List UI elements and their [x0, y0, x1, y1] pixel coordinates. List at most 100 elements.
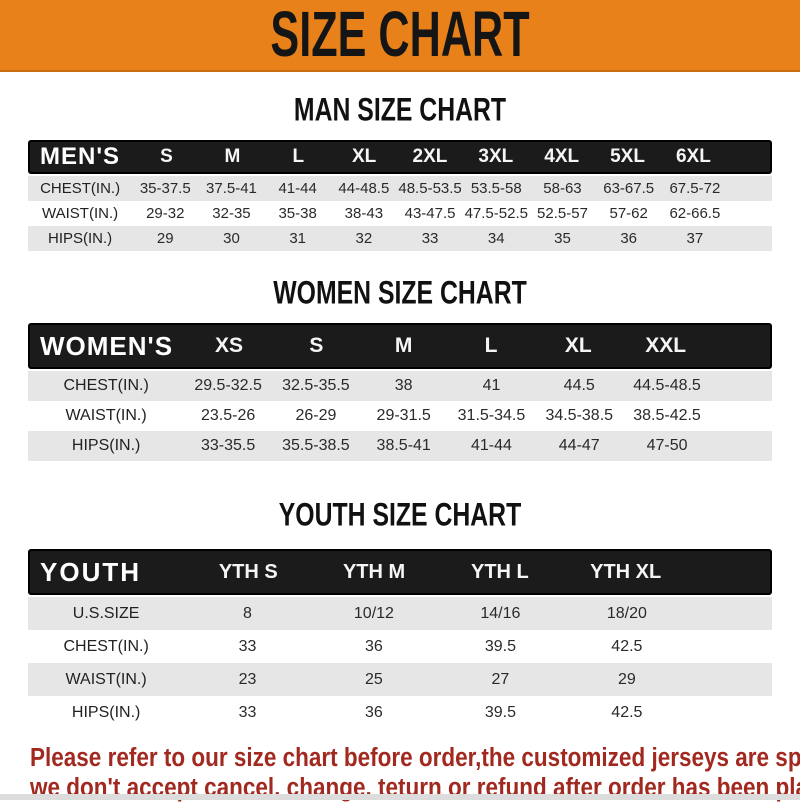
size-value: 30: [223, 230, 240, 247]
size-value: 36: [365, 637, 383, 655]
size-value: 34.5-38.5: [545, 407, 614, 424]
table-row: WAIST(IN.) 29-32 32-35 35-38 38-43 43-47.5 47.…: [28, 201, 772, 226]
section-title: MAN SIZE CHART: [293, 91, 507, 128]
table-header-label: MEN'S: [40, 143, 121, 170]
size-table: WOMEN'S XS S M L XL XXL CHEST(IN.) 29.5-32.5 32.…: [28, 323, 772, 461]
size-value: 44.5: [563, 377, 595, 394]
table-row: CHEST(IN.) 33 36 39.5 42.5: [28, 630, 772, 663]
size-value: 38.5-42.5: [633, 407, 701, 424]
size-value: 37.5-41: [206, 180, 257, 197]
size-value: 26-29: [295, 407, 337, 424]
size-value: 47.5-52.5: [464, 205, 528, 222]
size-value: 43-47.5: [404, 205, 456, 222]
size-table-section: YOUTH SIZE CHART YOUTH YTH S YTH M YTH L YTH…: [0, 496, 800, 729]
size-value: 18/20: [606, 604, 647, 622]
size-value: 39.5: [484, 637, 516, 655]
size-value: 38-43: [344, 205, 384, 222]
size-value: 32.5-35.5: [282, 377, 350, 394]
section-title: YOUTH SIZE CHART: [278, 496, 522, 533]
table-row: HIPS(IN.) 33 36 39.5 42.5: [28, 696, 772, 729]
size-value: 33: [238, 637, 257, 655]
footer-notice: Please refer to our size chart before or…: [30, 743, 800, 803]
size-value: 67.5-72: [669, 180, 721, 197]
column-header: M: [394, 334, 413, 357]
table-row: HIPS(IN.) 29 30 31 32 33 34 35 36 37: [28, 226, 772, 251]
column-header: XL: [351, 146, 377, 167]
row-label: CHEST(IN.): [63, 637, 149, 655]
table-body: CHEST(IN.) 29.5-32.5 32.5-35.5 38 41 44.5 44.5…: [28, 371, 772, 461]
size-value: 31.5-34.5: [457, 407, 526, 424]
size-value: 44.5-48.5: [633, 377, 701, 394]
column-header: XS: [215, 334, 244, 357]
size-value: 23: [238, 670, 257, 688]
top-banner: SIZE CHART: [0, 0, 800, 72]
column-header: XXL: [645, 334, 687, 357]
column-header: YTH XL: [590, 560, 662, 583]
row-label: WAIST(IN.): [65, 670, 147, 688]
row-label: WAIST(IN.): [65, 407, 147, 424]
column-header: L: [484, 334, 498, 357]
size-value: 29-31.5: [376, 407, 431, 424]
size-value: 33: [421, 230, 439, 247]
table-body: U.S.SIZE 8 10/12 14/16 18/20 CHEST(IN.) 33 36 39…: [28, 597, 772, 729]
column-header: 3XL: [478, 146, 514, 167]
size-value: 63-67.5: [603, 180, 655, 197]
column-header: S: [309, 334, 324, 357]
table-row: HIPS(IN.) 33-35.5 35.5-38.5 38.5-41 41-44 44-…: [28, 431, 772, 461]
size-value: 29: [156, 230, 174, 247]
table-row: WAIST(IN.) 23 25 27 29: [28, 663, 772, 696]
table-row: WAIST(IN.) 23.5-26 26-29 29-31.5 31.5-34.5 34…: [28, 401, 772, 431]
size-value: 27: [491, 670, 510, 688]
column-header: 2XL: [412, 146, 448, 167]
column-header: S: [160, 146, 173, 167]
row-label: HIPS(IN.): [71, 703, 141, 721]
notice-line-1: Please refer to our size chart before or…: [30, 743, 800, 773]
table-row: CHEST(IN.) 29.5-32.5 32.5-35.5 38 41 44.5 44.5…: [28, 371, 772, 401]
size-value: 42.5: [611, 703, 643, 721]
column-header: XL: [564, 334, 592, 357]
size-value: 25: [365, 670, 383, 688]
size-value: 36: [365, 703, 383, 721]
row-label: HIPS(IN.): [71, 437, 141, 454]
table-body: CHEST(IN.) 35-37.5 37.5-41 41-44 44-48.5 48.5…: [28, 176, 772, 251]
size-value: 57-62: [609, 205, 648, 222]
size-table: MEN'S S M L XL 2XL 3XL 4XL 5XL 6XL CHEST(IN.) 35-3…: [28, 140, 772, 251]
table-header-row: YOUTH YTH S YTH M YTH L YTH XL: [28, 549, 772, 595]
size-value: 10/12: [353, 604, 394, 622]
page-title: SIZE CHART: [270, 0, 530, 71]
size-value: 41: [482, 377, 501, 394]
column-header: 4XL: [544, 146, 580, 167]
size-value: 44-47: [558, 437, 600, 454]
size-value: 29.5-32.5: [194, 377, 262, 394]
size-value: 41-44: [278, 180, 317, 197]
table-header-label: YOUTH: [40, 556, 141, 587]
size-value: 32-35: [212, 205, 251, 222]
size-value: 33: [238, 703, 257, 721]
row-label: WAIST(IN.): [42, 205, 119, 222]
size-table-section: MAN SIZE CHART MEN'S S M L XL 2XL 3XL 4XL 5XL 6XL…: [0, 91, 800, 251]
size-value: 53.5-58: [470, 180, 522, 197]
column-header: 5XL: [610, 146, 645, 167]
size-value: 14/16: [480, 604, 521, 622]
table-row: CHEST(IN.) 35-37.5 37.5-41 41-44 44-48.5 48.5…: [28, 176, 772, 201]
size-value: 31: [289, 230, 306, 247]
column-header: YTH S: [218, 560, 278, 583]
size-value: 58-63: [543, 180, 582, 197]
section-title: WOMEN SIZE CHART: [273, 274, 527, 311]
row-label: CHEST(IN.): [40, 180, 121, 197]
row-label: CHEST(IN.): [63, 377, 149, 394]
size-value: 35-38: [278, 205, 317, 222]
size-value: 34: [487, 230, 505, 247]
size-value: 37: [686, 230, 704, 247]
size-value: 41-44: [471, 437, 512, 454]
table-header-row: WOMEN'S XS S M L XL XXL: [28, 323, 772, 369]
size-value: 47-50: [646, 437, 688, 454]
size-value: 29: [617, 670, 636, 688]
bottom-strip: [0, 794, 800, 800]
size-table: YOUTH YTH S YTH M YTH L YTH XL U.S.SIZE 8 10/1…: [28, 549, 772, 729]
size-value: 32: [355, 230, 373, 247]
size-value: 33-35.5: [200, 437, 256, 454]
size-value: 8: [243, 604, 252, 622]
column-header: YTH L: [470, 560, 529, 583]
